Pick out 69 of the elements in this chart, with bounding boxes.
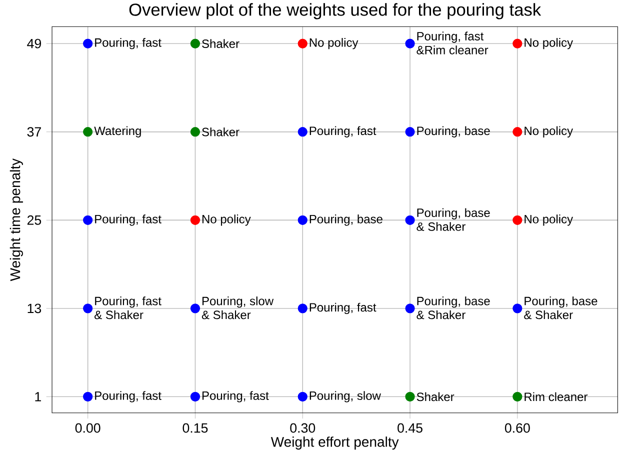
point xyxy=(190,215,200,225)
annotation: Watering xyxy=(94,126,141,138)
y-axis-title: Weight time penalty xyxy=(10,158,23,282)
annotation: Shaker xyxy=(416,392,454,402)
chart-title: Overview plot of the weights used for the pouring task xyxy=(129,3,542,20)
point xyxy=(298,38,308,48)
y-tick-label: 37 xyxy=(27,127,41,137)
annotation: & Shaker xyxy=(416,310,466,320)
annotation: & Shaker xyxy=(94,310,144,320)
point xyxy=(190,304,200,314)
annotation: & Shaker xyxy=(416,222,466,231)
x-tick-label: 0.15 xyxy=(182,423,208,433)
x-tick-label: 0.30 xyxy=(290,423,316,433)
point xyxy=(405,215,415,225)
point xyxy=(512,392,522,402)
annotation: No policy xyxy=(524,214,574,226)
annotation: Pouring, slow xyxy=(202,296,274,308)
annotation: No policy xyxy=(524,126,574,138)
annotation: Pouring, base xyxy=(417,296,490,308)
point xyxy=(512,304,522,314)
annotation: Pouring, fast xyxy=(95,391,162,402)
annotation: Pouring, fast xyxy=(310,302,376,314)
annotation: Rim cleaner xyxy=(524,392,588,402)
annotation: & Shaker xyxy=(202,310,251,320)
x-axis-title: Weight effort penalty xyxy=(270,436,399,450)
annotation: No policy xyxy=(310,38,358,50)
y-tick-label: 49 xyxy=(27,38,41,48)
annotation: Pouring, fast xyxy=(95,296,162,308)
annotation: Pouring, base xyxy=(417,126,490,138)
annotation: Pouring, fast xyxy=(95,38,162,50)
annotation: Pouring, base xyxy=(310,214,382,226)
point xyxy=(83,38,93,48)
annotation: Pouring, fast xyxy=(202,391,269,402)
point xyxy=(190,127,200,137)
point xyxy=(405,127,415,137)
point xyxy=(512,127,522,137)
annotation: Pouring, base xyxy=(417,208,490,220)
point xyxy=(83,215,93,225)
y-tick-label: 13 xyxy=(28,304,42,314)
y-tick-label: 25 xyxy=(27,215,42,225)
annotation: Pouring, fast xyxy=(417,32,484,43)
point xyxy=(512,38,522,48)
annotation: Pouring, base xyxy=(524,296,598,308)
annotation: No policy xyxy=(202,214,251,226)
point xyxy=(405,304,415,314)
annotation: Pouring, fast xyxy=(95,214,162,226)
point xyxy=(298,215,308,225)
annotation: & Shaker xyxy=(524,310,573,320)
annotation: Shaker xyxy=(202,127,240,136)
point xyxy=(512,215,522,225)
point xyxy=(298,304,308,314)
x-tick-label: 0.00 xyxy=(75,423,100,433)
annotation: &Rim cleaner xyxy=(416,46,488,54)
point xyxy=(83,392,93,402)
point xyxy=(298,127,308,137)
x-tick-label: 0.60 xyxy=(504,423,530,433)
point xyxy=(298,392,308,402)
point xyxy=(83,304,93,314)
annotation: Pouring, fast xyxy=(310,126,376,138)
point xyxy=(190,38,200,48)
point xyxy=(405,392,415,402)
x-tick-label: 0.45 xyxy=(398,423,422,433)
annotation: Pouring, slow xyxy=(310,391,381,402)
point xyxy=(190,392,200,402)
point xyxy=(83,127,93,137)
y-tick-label: 1 xyxy=(35,392,41,402)
point xyxy=(405,38,415,48)
annotation: Shaker xyxy=(202,39,240,48)
annotation: No policy xyxy=(524,38,574,50)
